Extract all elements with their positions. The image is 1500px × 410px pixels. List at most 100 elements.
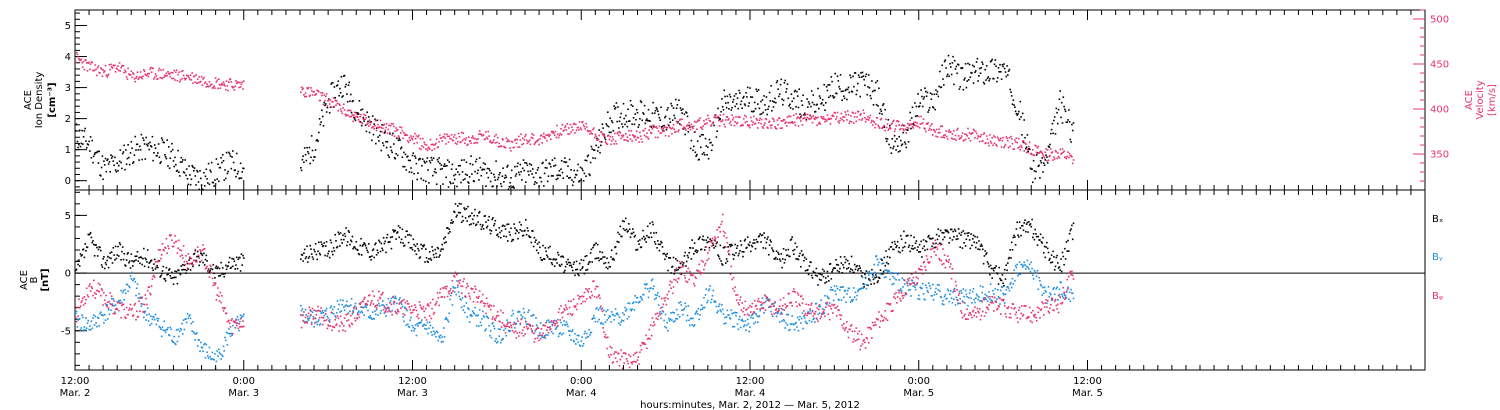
ion-density-point <box>439 162 441 165</box>
by-point <box>307 319 310 321</box>
bx-point <box>225 264 227 267</box>
velocity-point <box>152 67 154 70</box>
by-point <box>785 322 787 324</box>
by-point <box>953 298 955 301</box>
ion-density-point <box>894 140 897 143</box>
bx-point <box>181 269 183 271</box>
by-point <box>395 297 397 300</box>
by-point <box>554 328 557 331</box>
by-point <box>932 299 935 301</box>
velocity-point <box>88 61 90 64</box>
ion-density-point <box>375 142 377 145</box>
bx-point <box>627 230 629 232</box>
bx-point <box>728 244 731 246</box>
by-point <box>82 316 84 319</box>
velocity-point <box>732 119 734 121</box>
velocity-point <box>910 123 913 126</box>
by-point <box>227 332 229 335</box>
velocity-point <box>1003 145 1006 147</box>
velocity-point <box>556 124 558 127</box>
velocity-point <box>818 122 820 125</box>
by-point <box>378 302 380 305</box>
bx-point <box>549 245 551 248</box>
ion-density-point <box>346 93 348 95</box>
by-point <box>547 319 550 321</box>
velocity-point <box>1060 152 1063 154</box>
bx-point <box>496 233 499 236</box>
ion-density-point <box>428 160 431 162</box>
ion-density-point <box>1008 68 1011 71</box>
velocity-point <box>960 137 962 139</box>
ion-density-point <box>190 178 193 181</box>
bx-point <box>890 246 893 248</box>
ion-density-point <box>755 88 758 91</box>
by-point <box>85 317 87 319</box>
bx-point <box>343 238 345 241</box>
bx-point <box>966 232 968 235</box>
ion-density-point <box>419 158 422 160</box>
by-point <box>472 311 475 314</box>
velocity-point <box>353 111 356 114</box>
ion-density-point <box>1007 74 1009 76</box>
velocity-point <box>1046 160 1048 162</box>
ion-density-point <box>316 139 318 141</box>
by-point <box>113 304 115 307</box>
ion-density-point <box>405 169 408 171</box>
by-point <box>320 312 322 315</box>
bx-point <box>878 276 880 279</box>
ion-density-point <box>823 83 825 86</box>
velocity-point <box>194 81 197 83</box>
velocity-point <box>127 67 129 70</box>
by-point <box>826 295 829 298</box>
ion-density-point <box>730 109 733 111</box>
ion-density-point <box>564 157 566 159</box>
bx-point <box>1003 268 1006 271</box>
velocity-point <box>971 132 974 134</box>
bx-point <box>836 269 839 272</box>
bx-point <box>802 253 804 256</box>
velocity-point <box>497 146 500 148</box>
by-point <box>1039 280 1041 282</box>
bx-point <box>937 228 940 230</box>
bx-point <box>231 257 233 260</box>
velocity-point <box>879 118 882 121</box>
y-tick-label: 350 <box>1430 150 1449 161</box>
by-point <box>569 330 572 332</box>
ion-density-point <box>440 164 443 166</box>
bx-point <box>730 243 733 246</box>
by-point <box>685 319 688 322</box>
velocity-point <box>1023 150 1025 152</box>
velocity-point <box>1067 151 1069 153</box>
ion-density-point <box>806 98 808 100</box>
by-point <box>532 314 535 316</box>
ion-density-point <box>901 143 904 145</box>
by-point <box>711 295 714 297</box>
ion-density-point <box>882 103 885 105</box>
bx-point <box>329 239 332 241</box>
velocity-point <box>809 114 811 116</box>
ion-density-point <box>100 175 102 177</box>
by-point <box>729 318 732 320</box>
bx-point <box>1055 256 1058 259</box>
velocity-point <box>976 137 979 140</box>
ion-density-point <box>953 83 955 86</box>
ion-density-point <box>597 146 600 149</box>
velocity-point <box>893 130 896 133</box>
by-point <box>680 304 683 306</box>
bx-point <box>997 283 1000 285</box>
velocity-point <box>1025 151 1028 154</box>
ion-density-point <box>947 54 950 57</box>
ion-density-point <box>846 98 848 101</box>
velocity-point <box>227 89 229 92</box>
velocity-point <box>360 121 363 124</box>
bx-point <box>910 247 913 250</box>
bx-point <box>162 265 165 268</box>
bx-point <box>672 256 675 259</box>
ion-density-point <box>521 179 523 181</box>
velocity-point <box>935 135 937 138</box>
ion-density-point <box>681 112 683 114</box>
velocity-point <box>1014 139 1016 141</box>
velocity-point <box>521 143 523 146</box>
velocity-point <box>428 148 431 150</box>
velocity-point <box>890 123 893 125</box>
